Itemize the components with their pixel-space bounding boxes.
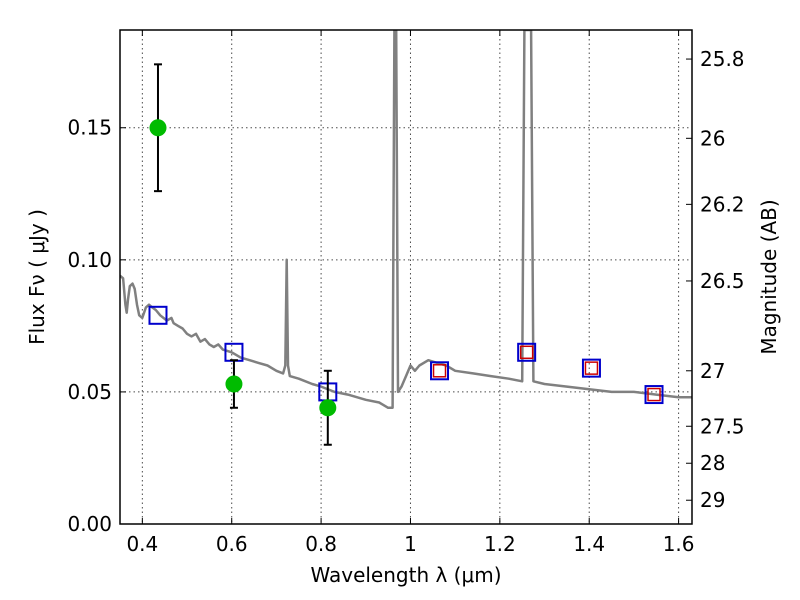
model-photometry-marker xyxy=(644,385,664,405)
y2-tick-label: 27 xyxy=(700,359,725,383)
x-tick-label: 0.4 xyxy=(126,532,158,556)
observed-band-marker xyxy=(584,361,599,375)
plot-frame xyxy=(119,29,693,525)
y-tick-label: 0.10 xyxy=(67,248,112,272)
spectrum-line xyxy=(120,30,692,410)
grid xyxy=(120,30,692,525)
y-axis-label: Flux Fν ( μJy ) xyxy=(25,209,49,345)
y2-tick-label: 25.8 xyxy=(700,47,745,71)
observed-band-marker xyxy=(432,364,447,378)
y-tick-label: 0.00 xyxy=(67,512,112,536)
x-tick-label: 0.8 xyxy=(305,532,337,556)
x-axis-label: Wavelength λ (μm) xyxy=(310,563,501,587)
model-photometry-marker xyxy=(517,342,537,362)
detection-point xyxy=(225,375,243,393)
model-photometry-marker xyxy=(430,361,450,381)
y-tick-label: 0.15 xyxy=(67,116,112,140)
model-photometry-marker xyxy=(148,305,168,325)
observed-band-marker xyxy=(647,387,661,402)
y2-tick-label: 28 xyxy=(700,451,725,475)
y2-tick-label: 27.5 xyxy=(700,414,745,438)
observed-band-marker xyxy=(519,345,534,360)
x-tick-label: 0.6 xyxy=(216,532,248,556)
model-spectrum xyxy=(120,30,692,410)
y2-axis-label: Magnitude (AB) xyxy=(757,199,781,354)
y2-tick-label: 26.2 xyxy=(700,192,745,216)
model-photometry-marker xyxy=(581,358,601,378)
x-tick-label: 1.6 xyxy=(663,532,695,556)
y-tick-label: 0.05 xyxy=(67,380,112,404)
y2-tick-label: 26 xyxy=(700,126,725,150)
y2-tick-label: 26.5 xyxy=(700,269,745,293)
detection-point xyxy=(149,119,167,137)
x-tick-label: 1 xyxy=(404,532,417,556)
axis-ticks: 0.4 0.6 0.8 1 1.2 1.4 1.6 0.00 0.05 0.10 0.15 25.8 2… xyxy=(67,30,745,556)
y2-tick-label: 29 xyxy=(700,488,725,512)
detection-point xyxy=(319,399,337,417)
x-tick-label: 1.2 xyxy=(484,532,516,556)
photometry-markers xyxy=(148,63,664,446)
x-tick-label: 1.4 xyxy=(573,532,605,556)
